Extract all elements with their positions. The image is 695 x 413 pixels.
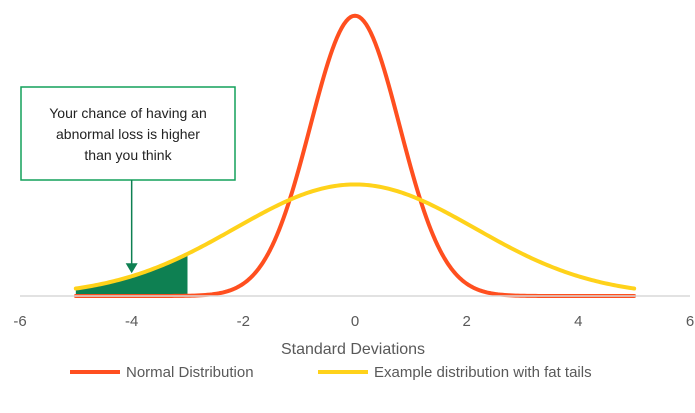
x-tick-label: 4 <box>574 313 582 330</box>
legend: Normal Distribution Example distribution … <box>70 364 592 381</box>
x-tick-label: -6 <box>13 313 26 330</box>
callout-text-line: abnormal loss is higher <box>56 126 200 142</box>
legend-label-0: Normal Distribution <box>126 364 254 381</box>
callout-arrow-head <box>125 263 138 274</box>
callout-text-line: Your chance of having an <box>49 105 207 121</box>
x-tick-label: 0 <box>351 313 359 330</box>
legend-label-1: Example distribution with fat tails <box>374 364 592 381</box>
series-line-1 <box>73 182 637 291</box>
callout: Your chance of having an abnormal loss is… <box>20 86 236 274</box>
x-tick-label: 6 <box>686 313 694 330</box>
x-axis-title: Standard Deviations <box>281 341 425 358</box>
callout-box <box>20 86 236 181</box>
x-tick-label: -4 <box>125 313 138 330</box>
callout-text-line: than you think <box>84 147 172 163</box>
x-tick-label: 2 <box>462 313 470 330</box>
x-tick-label: -2 <box>237 313 250 330</box>
x-tick-labels: -6 -4 -2 0 2 4 6 <box>13 313 694 330</box>
